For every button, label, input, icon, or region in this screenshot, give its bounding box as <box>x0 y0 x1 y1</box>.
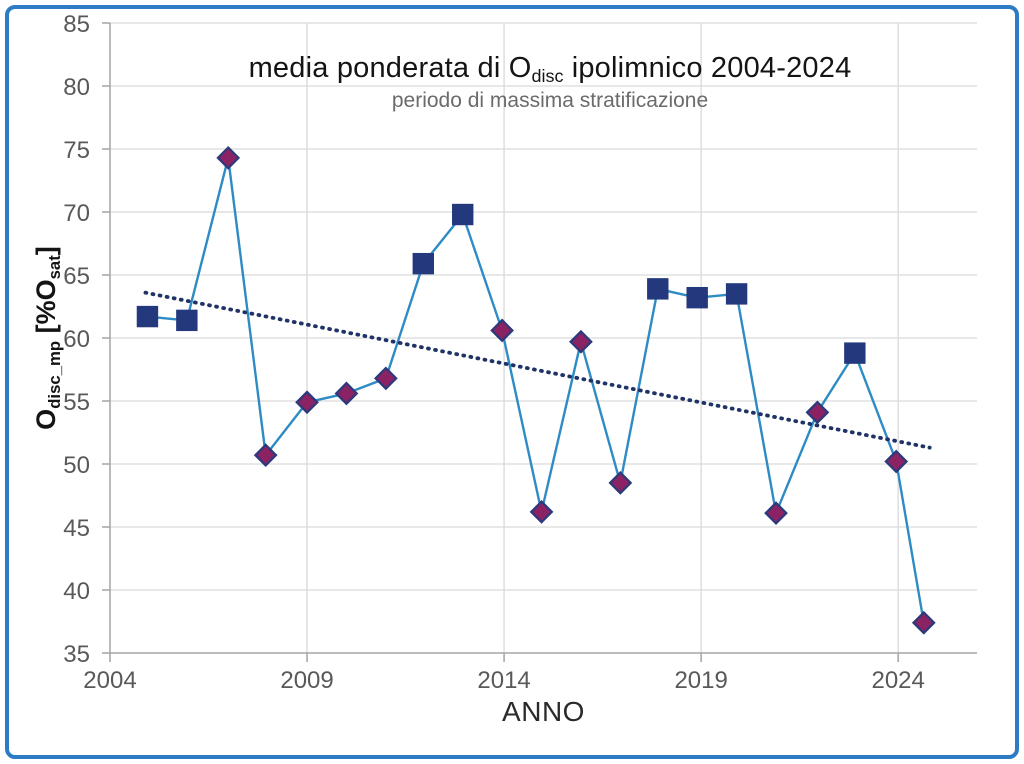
y-tick-label: 80 <box>63 74 90 101</box>
y-tick-label: 35 <box>63 641 90 668</box>
data-point-diamond <box>334 381 359 406</box>
y-axis-title-text: O <box>31 408 62 430</box>
data-point-diamond <box>805 400 830 425</box>
chart-title-text-suffix: ipolimnico 2004-2024 <box>563 52 852 84</box>
data-point-diamond <box>295 390 319 415</box>
data-point-square <box>686 286 708 309</box>
data-series-line <box>146 156 925 624</box>
y-axis-title: Odisc_mp [%Osat] <box>31 246 65 430</box>
x-tick-label: 2024 <box>871 667 924 694</box>
data-point-square <box>452 203 474 226</box>
chart-title-subscript: disc <box>531 66 564 87</box>
y-tick-label: 45 <box>63 515 90 542</box>
figure-border <box>5 5 1019 759</box>
data-point-diamond <box>911 610 936 635</box>
data-point-diamond <box>216 145 241 170</box>
y-tick-label: 50 <box>63 452 90 479</box>
y-tick-label: 55 <box>63 389 90 416</box>
data-point-square <box>647 278 669 300</box>
data-point-square <box>136 305 159 328</box>
data-point-square <box>176 309 198 332</box>
y-axis-title-subscript: disc_mp <box>44 340 64 409</box>
trend-line <box>143 290 932 450</box>
x-tick-label: 2004 <box>83 667 136 694</box>
y-tick-label: 65 <box>63 263 90 290</box>
data-point-diamond <box>764 501 788 526</box>
chart-title-text: media ponderata di O <box>248 52 532 84</box>
x-axis-title: ANNO <box>502 696 585 727</box>
y-tick-label: 70 <box>63 200 90 227</box>
data-point-square <box>725 283 748 305</box>
y-tick-label: 40 <box>63 578 90 605</box>
y-axis-title-unit-subscript: sat <box>44 255 64 280</box>
data-point-diamond <box>253 443 278 468</box>
data-point-diamond <box>884 449 909 474</box>
x-tick-label: 2009 <box>280 667 333 694</box>
y-axis-title-unit-end: ] <box>31 246 62 256</box>
y-tick-label: 85 <box>63 11 90 38</box>
data-point-diamond <box>490 318 514 343</box>
chart-title: media ponderata di Odisc ipolimnico 2004… <box>110 52 990 87</box>
data-point-diamond <box>529 500 554 524</box>
chart-subtitle: periodo di massima stratificazione <box>391 89 709 112</box>
x-tick-label: 2019 <box>674 667 727 694</box>
x-tick-label: 2014 <box>477 667 530 694</box>
data-point-square <box>844 342 866 364</box>
y-axis-title-unit: [%O <box>31 279 62 341</box>
y-tick-label: 75 <box>63 137 90 164</box>
data-point-diamond <box>373 366 398 391</box>
data-point-diamond <box>569 329 593 354</box>
data-point-square <box>412 252 435 275</box>
y-tick-label: 60 <box>63 326 90 353</box>
data-point-diamond <box>608 471 633 495</box>
